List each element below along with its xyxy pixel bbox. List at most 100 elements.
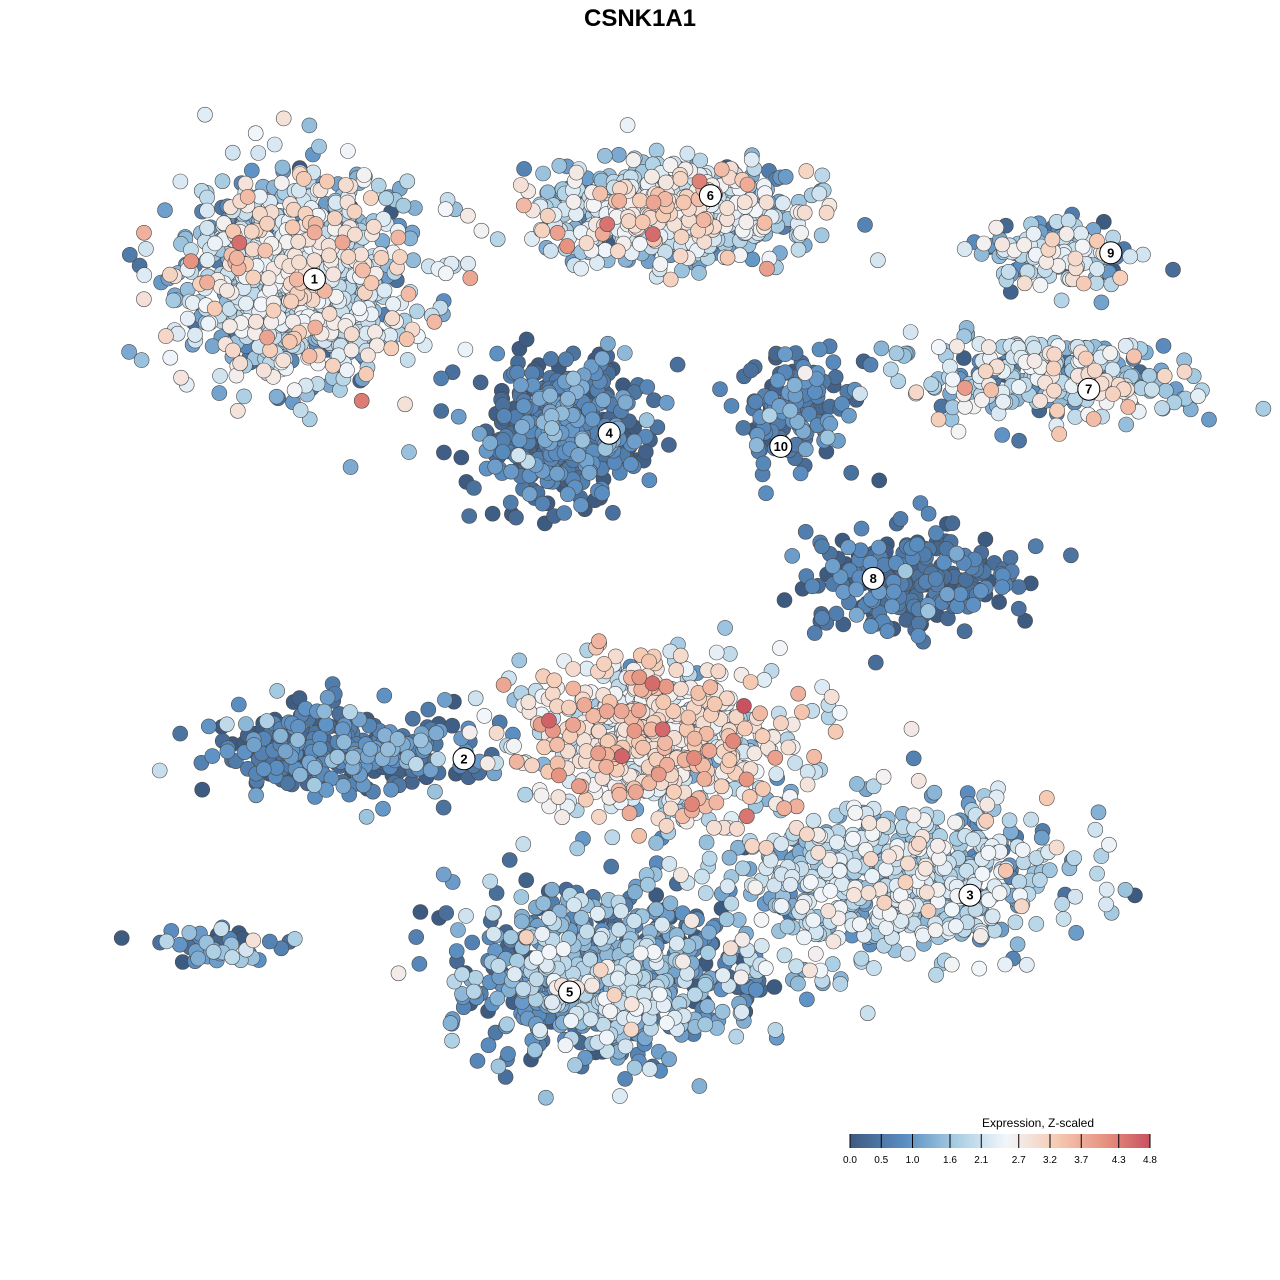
- data-point: [516, 161, 532, 177]
- data-point: [508, 509, 524, 526]
- data-point: [286, 931, 303, 947]
- data-point: [513, 889, 530, 905]
- data-point: [450, 922, 466, 938]
- data-point: [658, 1015, 675, 1031]
- data-point: [897, 563, 914, 580]
- data-point: [1011, 874, 1028, 890]
- data-point: [511, 432, 528, 448]
- data-point: [708, 644, 725, 661]
- data-point: [1058, 226, 1075, 242]
- data-point: [162, 349, 179, 366]
- data-point: [518, 872, 535, 889]
- data-point: [1010, 379, 1027, 395]
- data-point: [840, 539, 857, 556]
- data-point: [1154, 400, 1170, 416]
- data-point: [385, 296, 402, 313]
- data-point: [464, 934, 481, 951]
- data-point: [509, 953, 526, 969]
- data-point: [1063, 547, 1079, 564]
- data-point: [975, 235, 992, 252]
- data-point: [884, 598, 900, 615]
- data-point: [797, 523, 814, 540]
- data-point: [801, 406, 818, 422]
- data-point: [1007, 914, 1024, 931]
- data-point: [797, 441, 814, 458]
- data-point: [912, 495, 929, 511]
- data-point: [318, 716, 334, 733]
- data-point: [851, 916, 868, 933]
- data-point: [172, 173, 189, 190]
- data-point: [461, 724, 478, 741]
- data-point: [859, 1005, 876, 1022]
- data-point: [747, 879, 764, 896]
- data-point: [623, 456, 639, 472]
- data-point: [721, 646, 738, 662]
- data-point: [316, 703, 333, 720]
- data-point: [849, 776, 865, 792]
- data-point: [158, 933, 175, 950]
- data-point: [436, 444, 452, 461]
- data-point: [733, 969, 749, 986]
- data-point: [151, 762, 168, 779]
- data-point: [1066, 850, 1082, 867]
- data-point: [527, 1042, 543, 1058]
- data-point: [1032, 872, 1048, 888]
- data-point: [506, 966, 523, 983]
- data-point: [723, 895, 740, 912]
- data-point: [944, 901, 960, 918]
- data-point: [910, 628, 927, 644]
- data-point: [943, 956, 960, 973]
- data-point: [639, 379, 656, 395]
- data-point: [942, 358, 958, 375]
- data-point: [292, 402, 309, 418]
- data-point: [814, 538, 830, 555]
- data-point: [1098, 896, 1114, 913]
- data-point: [799, 991, 815, 1008]
- data-point: [627, 884, 643, 900]
- data-point: [792, 465, 809, 482]
- data-point: [248, 313, 264, 330]
- data-point: [1098, 881, 1115, 898]
- data-point: [219, 716, 235, 733]
- data-point: [761, 407, 778, 424]
- data-point: [311, 138, 327, 155]
- data-point: [1017, 612, 1033, 629]
- data-point: [952, 586, 969, 603]
- data-point: [224, 144, 241, 161]
- data-point: [779, 918, 796, 935]
- data-point: [617, 1038, 634, 1055]
- data-point: [835, 583, 852, 600]
- data-point: [767, 1022, 784, 1038]
- data-point: [541, 944, 558, 960]
- data-point: [494, 444, 511, 460]
- data-point: [430, 751, 446, 767]
- data-point: [428, 725, 445, 742]
- data-point: [438, 905, 455, 921]
- data-point: [948, 545, 965, 562]
- data-point: [211, 385, 228, 401]
- data-point: [768, 766, 785, 782]
- data-point: [408, 929, 425, 945]
- data-point: [136, 267, 153, 283]
- data-point: [721, 849, 738, 866]
- data-point: [422, 762, 439, 778]
- data-point: [715, 967, 731, 984]
- data-point: [920, 603, 937, 620]
- data-point: [828, 605, 845, 622]
- data-point: [610, 147, 627, 163]
- data-point: [882, 361, 899, 378]
- data-point: [514, 419, 530, 435]
- data-point: [515, 981, 532, 997]
- data-point: [1002, 549, 1019, 566]
- data-point: [568, 164, 585, 181]
- data-point: [973, 583, 989, 599]
- data-point: [438, 265, 454, 282]
- data-point: [848, 581, 865, 598]
- data-point: [473, 222, 490, 239]
- data-point: [460, 255, 476, 272]
- data-point: [460, 207, 476, 224]
- data-point: [482, 435, 499, 451]
- data-point: [646, 392, 662, 409]
- data-point: [712, 381, 728, 398]
